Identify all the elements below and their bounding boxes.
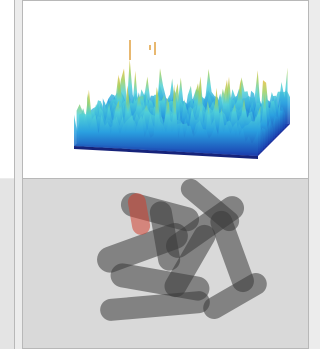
page: (() => { const JSON_DATA = JSON.parse(do… (0, 0, 309, 349)
left-panel-bottom (0, 179, 14, 349)
screenshot (0, 0, 309, 349)
left-panel-top (0, 0, 14, 178)
